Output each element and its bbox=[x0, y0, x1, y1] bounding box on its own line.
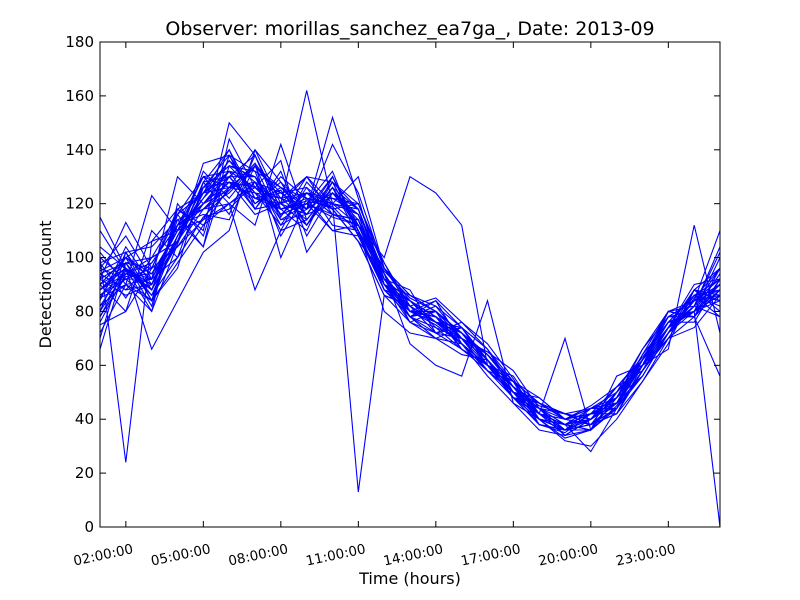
x-axis-label: Time (hours) bbox=[358, 569, 461, 588]
y-axis-label: Detection count bbox=[36, 221, 55, 349]
series-layer bbox=[99, 90, 721, 528]
y-tick-label: 180 bbox=[65, 33, 94, 51]
y-tick-label: 20 bbox=[75, 464, 94, 482]
y-tick-label: 0 bbox=[84, 518, 94, 536]
y-tick-label: 120 bbox=[65, 195, 94, 213]
y-tick-label: 100 bbox=[65, 249, 94, 267]
chart-title: Observer: morillas_sanchez_ea7ga_, Date:… bbox=[165, 18, 654, 40]
plot-area-frame bbox=[99, 41, 721, 528]
y-tick-label: 60 bbox=[75, 356, 94, 374]
y-tick-label: 140 bbox=[65, 141, 94, 159]
y-tick-label: 40 bbox=[75, 410, 94, 428]
y-tick-label: 160 bbox=[65, 87, 94, 105]
series-line-38 bbox=[99, 175, 721, 431]
series-line-35 bbox=[99, 148, 721, 432]
series-line-40 bbox=[99, 170, 721, 431]
series-line-39 bbox=[99, 164, 721, 426]
y-tick-label: 80 bbox=[75, 302, 94, 320]
